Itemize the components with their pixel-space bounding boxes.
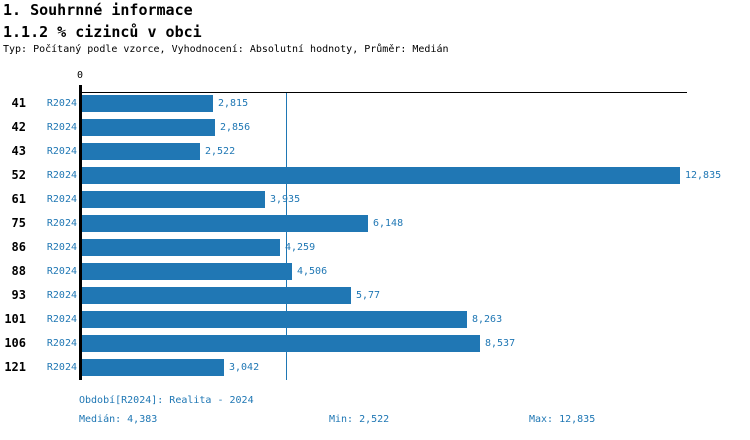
row-category-label: 42 xyxy=(11,120,26,134)
footer-max-label: Max: 12,835 xyxy=(529,414,596,425)
row-category-label: 106 xyxy=(4,336,26,350)
bar-value-label: 6,148 xyxy=(373,218,404,229)
bar-value-label: 8,263 xyxy=(472,314,503,325)
bar[interactable] xyxy=(82,143,200,160)
row-category-label: 88 xyxy=(11,264,26,278)
bar-value-label: 8,537 xyxy=(485,338,516,349)
bar[interactable] xyxy=(82,119,215,136)
row-series-label: R2024 xyxy=(46,218,77,229)
row-category-label: 93 xyxy=(11,288,26,302)
bar[interactable] xyxy=(82,239,280,256)
bar-value-label: 3,935 xyxy=(270,194,301,205)
row-series-label: R2024 xyxy=(46,170,77,181)
bar-value-label: 2,856 xyxy=(220,122,251,133)
x-axis-zero-label: 0 xyxy=(76,70,84,81)
row-category-label: 61 xyxy=(11,192,26,206)
bar-value-label: 2,522 xyxy=(205,146,236,157)
bar-value-label: 3,042 xyxy=(229,362,260,373)
bar[interactable] xyxy=(82,95,213,112)
bar-value-label: 4,259 xyxy=(285,242,316,253)
y-axis-line xyxy=(79,85,82,380)
row-series-label: R2024 xyxy=(46,98,77,109)
bar[interactable] xyxy=(82,215,368,232)
bar-value-label: 12,835 xyxy=(685,170,722,181)
indicator-meta: Typ: Počítaný podle vzorce, Vyhodnocení:… xyxy=(3,44,449,55)
bar[interactable] xyxy=(82,167,680,184)
row-category-label: 52 xyxy=(11,168,26,182)
x-axis-line xyxy=(79,92,687,93)
row-category-label: 43 xyxy=(11,144,26,158)
footer-median-label: Medián: 4,383 xyxy=(79,414,158,425)
row-series-label: R2024 xyxy=(46,242,77,253)
bar[interactable] xyxy=(82,311,467,328)
row-series-label: R2024 xyxy=(46,146,77,157)
row-series-label: R2024 xyxy=(46,194,77,205)
row-category-label: 101 xyxy=(4,312,26,326)
bar[interactable] xyxy=(82,359,224,376)
row-series-label: R2024 xyxy=(46,362,77,373)
bar[interactable] xyxy=(82,191,265,208)
row-series-label: R2024 xyxy=(46,122,77,133)
row-category-label: 41 xyxy=(11,96,26,110)
row-category-label: 86 xyxy=(11,240,26,254)
bar-value-label: 5,77 xyxy=(356,290,381,301)
row-series-label: R2024 xyxy=(46,290,77,301)
bar[interactable] xyxy=(82,287,351,304)
row-category-label: 75 xyxy=(11,216,26,230)
row-series-label: R2024 xyxy=(46,266,77,277)
indicator-title: 1.1.2 % cizinců v obci xyxy=(3,23,202,41)
footer-period-label: Období[R2024]: Realita - 2024 xyxy=(79,395,254,406)
bar-value-label: 4,506 xyxy=(297,266,328,277)
bar-value-label: 2,815 xyxy=(218,98,249,109)
row-category-label: 121 xyxy=(4,360,26,374)
footer-min-label: Min: 2,522 xyxy=(329,414,390,425)
report-section-title: 1. Souhrnné informace xyxy=(3,1,193,19)
median-line xyxy=(286,93,287,380)
bar[interactable] xyxy=(82,335,480,352)
row-series-label: R2024 xyxy=(46,338,77,349)
bar[interactable] xyxy=(82,263,292,280)
row-series-label: R2024 xyxy=(46,314,77,325)
